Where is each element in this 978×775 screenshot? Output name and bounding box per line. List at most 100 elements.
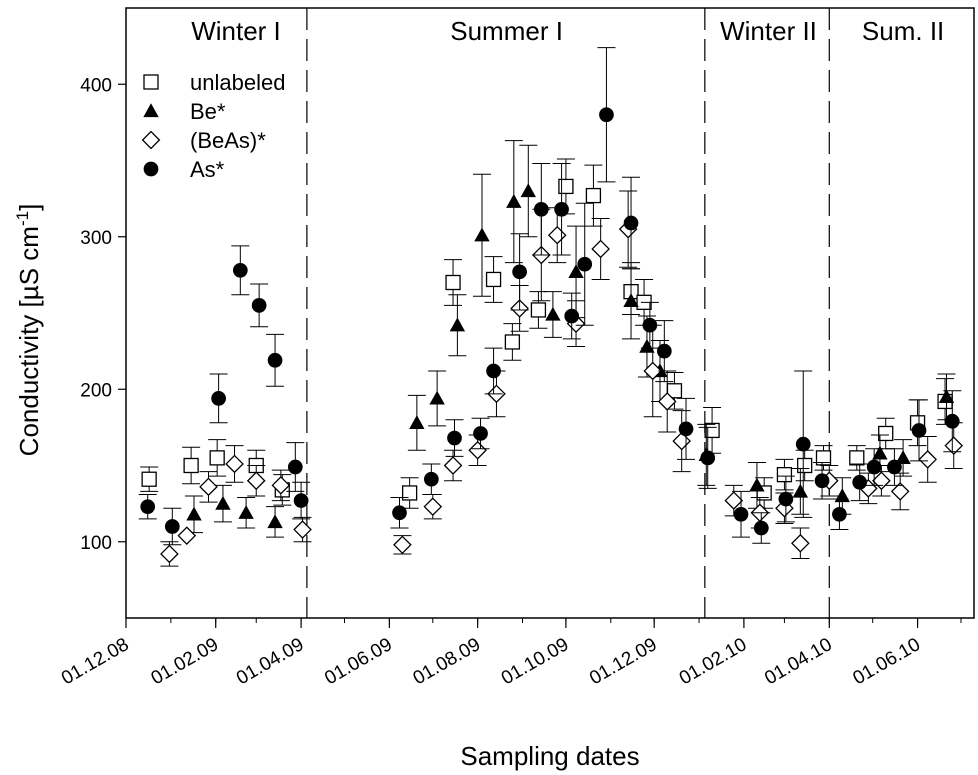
x-tick-label: 01.12.09 bbox=[586, 634, 661, 689]
point-as bbox=[267, 352, 283, 368]
season-labels: Winter I Summer I Winter II Sum. II bbox=[191, 16, 944, 46]
point-be bbox=[792, 483, 809, 498]
y-axis-title-close: ] bbox=[14, 204, 44, 211]
x-tick-label: 01.10.09 bbox=[498, 634, 573, 689]
point-beas bbox=[547, 225, 567, 245]
point-be bbox=[639, 338, 655, 353]
y-axis: 100 200 300 400 bbox=[80, 75, 126, 554]
point-unlabeled bbox=[504, 334, 521, 350]
point-beas bbox=[918, 450, 938, 469]
series-unlabeled bbox=[140, 158, 955, 509]
point-as bbox=[814, 473, 830, 489]
point-unlabeled bbox=[445, 274, 461, 291]
point-as bbox=[554, 201, 569, 217]
y-axis-title-exponent: -1 bbox=[13, 211, 32, 226]
legend-marker bbox=[141, 130, 161, 150]
legend-label: As* bbox=[190, 157, 225, 182]
point-beas bbox=[643, 361, 663, 381]
point-be bbox=[186, 506, 202, 521]
point-be bbox=[429, 390, 445, 405]
point-be bbox=[267, 514, 283, 529]
point-as bbox=[447, 430, 462, 446]
point-as bbox=[564, 308, 580, 324]
x-tick-label: 01.02.09 bbox=[148, 634, 223, 689]
season-label: Summer I bbox=[450, 16, 563, 46]
point-unlabeled bbox=[530, 302, 547, 318]
point-as bbox=[944, 413, 960, 429]
point-as bbox=[392, 505, 407, 521]
point-be bbox=[938, 389, 955, 404]
x-tick-label: 01.06.10 bbox=[850, 634, 925, 689]
point-as bbox=[533, 201, 549, 217]
point-beas bbox=[468, 440, 487, 460]
point-be bbox=[449, 317, 466, 332]
point-as bbox=[656, 343, 672, 359]
point-as bbox=[599, 107, 614, 123]
point-unlabeled bbox=[141, 471, 157, 487]
x-tick-label: 01.04.09 bbox=[233, 634, 308, 689]
point-as bbox=[733, 506, 749, 522]
point-beas bbox=[890, 482, 910, 501]
point-beas bbox=[199, 477, 218, 497]
point-beas bbox=[944, 436, 964, 455]
point-as bbox=[753, 520, 769, 536]
point-as bbox=[642, 317, 658, 333]
point-unlabeled bbox=[558, 178, 574, 195]
point-as bbox=[512, 264, 527, 280]
point-unlabeled bbox=[485, 271, 502, 288]
point-be bbox=[506, 193, 522, 208]
point-beas bbox=[246, 471, 266, 491]
x-tick-label: 01.08.09 bbox=[410, 634, 485, 689]
data-points bbox=[138, 47, 964, 567]
y-axis-title: Conductivity [µS cm-1] bbox=[13, 204, 44, 457]
point-be bbox=[215, 495, 231, 510]
point-as bbox=[623, 215, 639, 231]
x-tick-label: 01.02.10 bbox=[676, 634, 751, 689]
point-be bbox=[749, 477, 765, 492]
point-unlabeled bbox=[776, 466, 793, 483]
point-be bbox=[834, 488, 851, 503]
legend-marker bbox=[143, 161, 159, 177]
point-as bbox=[778, 491, 794, 507]
point-beas bbox=[293, 520, 312, 539]
season-label: Winter I bbox=[191, 16, 281, 46]
point-as bbox=[287, 459, 303, 475]
point-be bbox=[545, 306, 561, 321]
point-as bbox=[911, 423, 927, 438]
point-be bbox=[623, 293, 639, 307]
point-as bbox=[832, 506, 847, 522]
point-beas bbox=[160, 544, 179, 564]
point-as bbox=[211, 391, 226, 406]
point-as bbox=[293, 493, 309, 508]
point-be bbox=[520, 183, 536, 198]
y-tick-label: 400 bbox=[80, 75, 112, 96]
point-beas bbox=[443, 456, 463, 475]
series-as bbox=[138, 47, 962, 546]
series-beas bbox=[160, 190, 964, 567]
y-axis-title-main: Conductivity [µS cm bbox=[14, 226, 44, 456]
legend: unlabeled Be* (BeAs)* As* bbox=[141, 70, 285, 182]
point-unlabeled bbox=[209, 450, 225, 466]
point-as bbox=[486, 363, 501, 379]
point-beas bbox=[423, 497, 443, 516]
point-as bbox=[232, 262, 248, 278]
point-as bbox=[577, 256, 593, 272]
y-tick-label: 200 bbox=[80, 380, 112, 401]
point-as bbox=[852, 474, 868, 490]
point-as bbox=[700, 450, 716, 466]
point-be bbox=[474, 227, 490, 242]
point-as bbox=[795, 436, 811, 452]
point-as bbox=[251, 298, 267, 313]
point-beas bbox=[225, 454, 244, 474]
legend-label: (BeAs)* bbox=[190, 128, 266, 153]
point-as bbox=[866, 459, 882, 475]
point-be bbox=[238, 505, 254, 519]
point-as bbox=[140, 499, 156, 515]
point-be bbox=[872, 445, 888, 460]
point-unlabeled bbox=[704, 422, 720, 439]
point-unlabeled bbox=[183, 457, 199, 474]
point-beas bbox=[791, 533, 810, 553]
point-beas bbox=[724, 491, 744, 510]
point-unlabeled bbox=[585, 187, 602, 204]
